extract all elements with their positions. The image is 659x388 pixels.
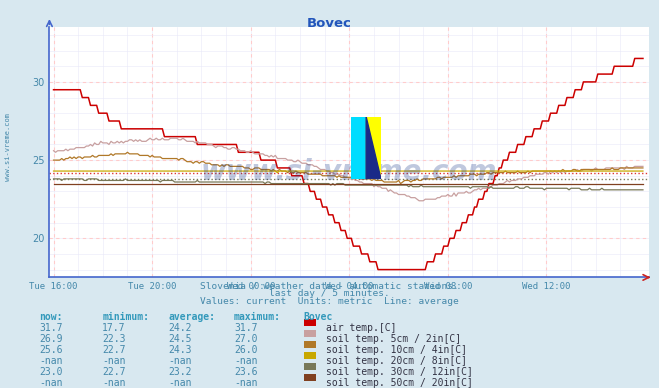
Text: 22.7: 22.7 bbox=[102, 367, 126, 377]
Text: 17.7: 17.7 bbox=[102, 323, 126, 333]
Text: 23.0: 23.0 bbox=[40, 367, 63, 377]
Text: -nan: -nan bbox=[102, 378, 126, 388]
Text: average:: average: bbox=[168, 312, 215, 322]
Text: now:: now: bbox=[40, 312, 63, 322]
Polygon shape bbox=[366, 117, 381, 179]
Text: 26.0: 26.0 bbox=[234, 345, 258, 355]
Text: air temp.[C]: air temp.[C] bbox=[326, 323, 396, 333]
Text: -nan: -nan bbox=[102, 356, 126, 366]
Text: 31.7: 31.7 bbox=[234, 323, 258, 333]
Text: -nan: -nan bbox=[40, 378, 63, 388]
Text: 22.7: 22.7 bbox=[102, 345, 126, 355]
Text: 24.2: 24.2 bbox=[168, 323, 192, 333]
Text: 27.0: 27.0 bbox=[234, 334, 258, 344]
Text: 24.3: 24.3 bbox=[168, 345, 192, 355]
Text: -nan: -nan bbox=[234, 356, 258, 366]
Text: 23.6: 23.6 bbox=[234, 367, 258, 377]
Text: 25.6: 25.6 bbox=[40, 345, 63, 355]
Text: maximum:: maximum: bbox=[234, 312, 281, 322]
Text: -nan: -nan bbox=[168, 378, 192, 388]
Text: 24.5: 24.5 bbox=[168, 334, 192, 344]
Text: soil temp. 10cm / 4in[C]: soil temp. 10cm / 4in[C] bbox=[326, 345, 467, 355]
Text: Slovenia / weather data - automatic stations.: Slovenia / weather data - automatic stat… bbox=[200, 281, 459, 290]
Text: 31.7: 31.7 bbox=[40, 323, 63, 333]
Text: -nan: -nan bbox=[40, 356, 63, 366]
Text: soil temp. 30cm / 12in[C]: soil temp. 30cm / 12in[C] bbox=[326, 367, 473, 377]
Text: minimum:: minimum: bbox=[102, 312, 149, 322]
Text: -nan: -nan bbox=[168, 356, 192, 366]
Text: 22.3: 22.3 bbox=[102, 334, 126, 344]
Text: www.si-vreme.com: www.si-vreme.com bbox=[5, 113, 11, 182]
Text: 26.9: 26.9 bbox=[40, 334, 63, 344]
Text: soil temp. 5cm / 2in[C]: soil temp. 5cm / 2in[C] bbox=[326, 334, 461, 344]
Bar bbox=[366, 117, 381, 179]
Text: 23.2: 23.2 bbox=[168, 367, 192, 377]
Text: www.si-vreme.com: www.si-vreme.com bbox=[201, 158, 498, 186]
Text: soil temp. 20cm / 8in[C]: soil temp. 20cm / 8in[C] bbox=[326, 356, 467, 366]
Text: Bovec: Bovec bbox=[303, 312, 333, 322]
Text: Values: current  Units: metric  Line: average: Values: current Units: metric Line: aver… bbox=[200, 297, 459, 306]
Text: soil temp. 50cm / 20in[C]: soil temp. 50cm / 20in[C] bbox=[326, 378, 473, 388]
Text: last day / 5 minutes.: last day / 5 minutes. bbox=[269, 289, 390, 298]
Text: Bovec: Bovec bbox=[307, 17, 352, 31]
Text: -nan: -nan bbox=[234, 378, 258, 388]
Bar bbox=[351, 117, 366, 179]
